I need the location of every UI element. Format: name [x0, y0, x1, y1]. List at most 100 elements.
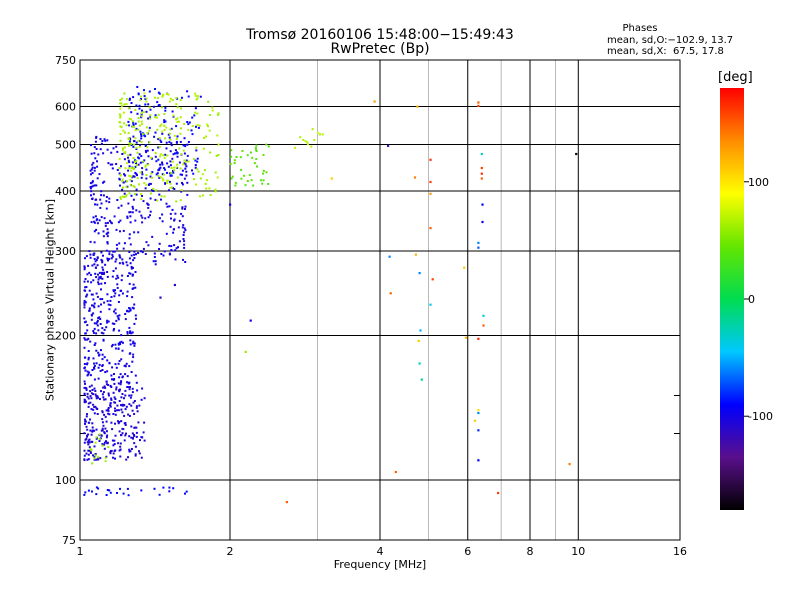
data-point [101, 277, 104, 280]
data-point [128, 257, 131, 260]
data-point [83, 432, 86, 435]
data-point [83, 454, 86, 457]
data-point [181, 173, 183, 176]
data-point [122, 428, 125, 431]
data-point [93, 221, 96, 224]
data-point [100, 288, 102, 291]
data-point [93, 445, 96, 448]
data-point [106, 139, 109, 142]
data-point [91, 389, 94, 391]
data-point [159, 155, 162, 158]
data-point [142, 200, 145, 203]
data-point [85, 452, 88, 455]
data-point [429, 180, 432, 184]
data-point [85, 255, 88, 258]
data-point [110, 257, 113, 260]
data-point [149, 117, 151, 120]
data-point [159, 139, 162, 142]
data-point [130, 167, 133, 170]
data-point [128, 403, 131, 406]
data-point [141, 251, 144, 254]
data-point [89, 273, 92, 276]
data-point [134, 454, 137, 457]
data-point [166, 162, 169, 165]
data-point [106, 489, 109, 491]
data-point [121, 195, 124, 198]
data-point [113, 378, 116, 380]
data-point [117, 347, 120, 350]
data-point [159, 176, 162, 179]
data-point [127, 413, 130, 416]
data-point [233, 162, 236, 165]
data-point [117, 318, 120, 321]
data-point [163, 119, 166, 122]
data-point [239, 156, 242, 159]
data-point [111, 378, 113, 381]
data-point [185, 159, 188, 162]
phases-legend-o-stats: mean, sd,O:−102.9, 13.7 [607, 35, 734, 46]
data-point [373, 100, 376, 103]
data-point [177, 226, 180, 229]
data-point [96, 222, 99, 225]
y-tick-label: 600 [55, 101, 76, 114]
data-point [161, 163, 164, 166]
data-point [180, 190, 183, 193]
data-point [111, 167, 114, 170]
data-point [186, 154, 189, 157]
data-point [141, 167, 144, 170]
data-point [203, 136, 206, 139]
data-point [114, 434, 117, 437]
data-point [127, 310, 130, 313]
data-point [132, 437, 134, 440]
data-point [181, 215, 184, 218]
data-point [129, 272, 132, 275]
data-point [182, 149, 185, 152]
data-point [187, 95, 190, 98]
data-point [132, 135, 135, 138]
data-point [215, 154, 218, 157]
data-point [98, 276, 101, 279]
data-point [130, 102, 133, 104]
data-point [133, 257, 136, 259]
data-point [116, 274, 119, 277]
data-point [100, 303, 102, 306]
data-point [244, 184, 247, 187]
data-point [140, 456, 143, 459]
data-point [229, 162, 232, 165]
data-point [134, 314, 137, 317]
data-point [120, 340, 123, 343]
data-point [120, 289, 123, 292]
data-point [135, 146, 138, 149]
data-point [163, 173, 165, 176]
data-point [194, 159, 197, 162]
data-point [158, 493, 161, 496]
data-point [132, 353, 135, 356]
data-point [104, 460, 107, 463]
data-point [93, 257, 96, 260]
data-point [175, 97, 178, 99]
data-point [90, 293, 93, 296]
data-point [96, 177, 99, 180]
data-point [119, 455, 122, 458]
data-point [114, 363, 117, 366]
data-point [204, 182, 207, 185]
data-point [133, 413, 136, 415]
data-point [135, 431, 138, 434]
data-point [95, 292, 98, 295]
data-point [107, 412, 110, 415]
data-point [119, 102, 122, 105]
data-point [105, 440, 107, 443]
data-point [173, 228, 175, 231]
data-point [148, 182, 151, 185]
data-point [110, 296, 113, 298]
data-point [89, 452, 92, 454]
data-point [122, 181, 125, 184]
data-point [109, 163, 112, 166]
data-point [130, 175, 133, 178]
data-point [481, 203, 484, 206]
data-point [131, 125, 134, 128]
data-point [116, 409, 119, 412]
data-point [194, 166, 197, 169]
data-point [191, 116, 194, 119]
data-point [128, 167, 131, 170]
